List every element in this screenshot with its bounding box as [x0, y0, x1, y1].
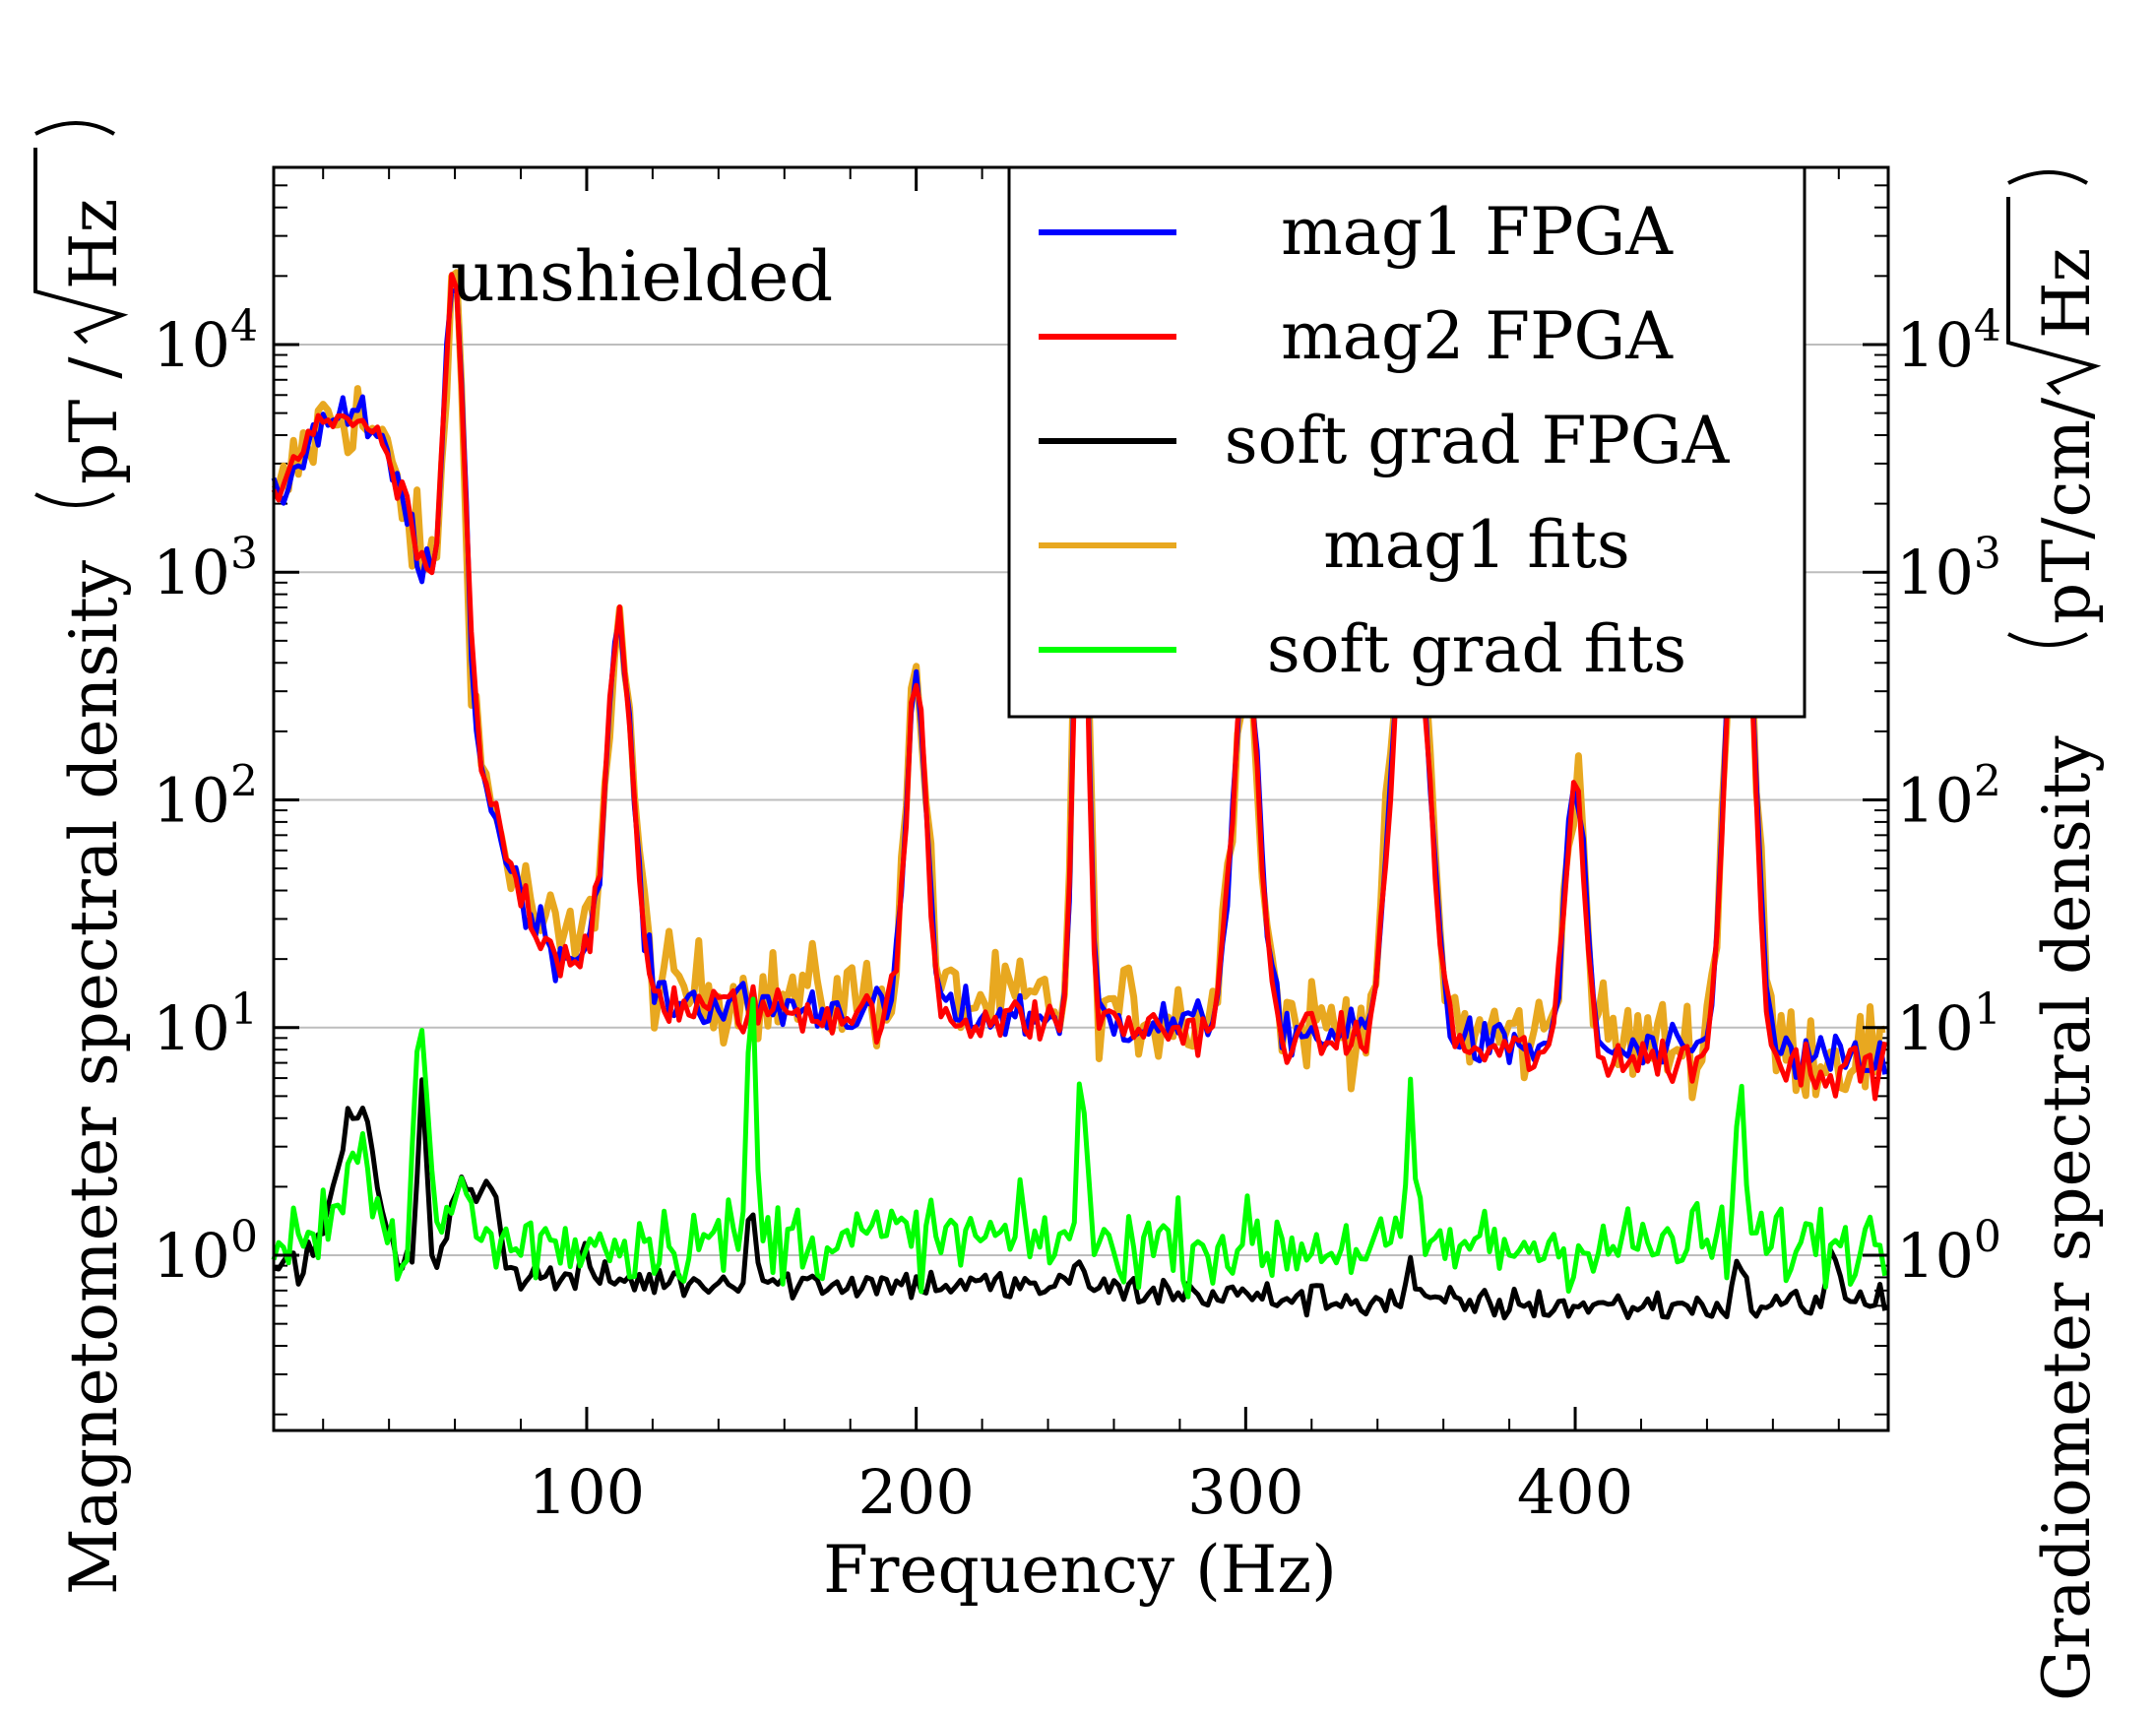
x-axis-title: Frequency (Hz)	[823, 1532, 1337, 1608]
x-tick-label-3: 400	[1517, 1456, 1633, 1528]
legend-entries: mag1 FPGA mag2 FPGA soft grad FPGA mag1 fit…	[1039, 194, 1731, 687]
y-axis-title-right-close-paren	[2007, 170, 2089, 185]
y-tick-label-right-3: 103	[1896, 529, 2001, 608]
legend-label-2: soft grad FPGA	[1225, 403, 1731, 478]
y-axis-title-right-sqrt-icon	[2006, 197, 2102, 396]
y-axis-title-right-sqrt-content: Hz	[2029, 248, 2105, 339]
y-axis-title-left-open-paren	[34, 492, 116, 507]
series-soft-grad-fits	[271, 996, 1888, 1300]
minor-ticks	[274, 166, 1888, 1430]
legend-label-1: mag2 FPGA	[1281, 298, 1674, 374]
legend-label-3: mag1 fits	[1323, 507, 1630, 583]
series-soft-grad-fpga	[273, 1077, 1888, 1321]
y-axis-title-left: Magnetometer spectral density pT / Hz	[33, 121, 132, 1595]
legend-label-0: mag1 FPGA	[1281, 194, 1674, 270]
y-axis-title-left-sqrt-icon	[33, 148, 129, 345]
y-tick-label-right-2: 102	[1896, 756, 2001, 836]
legend-label-4: soft grad fits	[1267, 611, 1686, 687]
x-tick-labels: 100 200 300 400	[529, 1456, 1633, 1528]
annotation-unshielded: unshielded	[451, 236, 833, 317]
y-axis-title-left-text: Magnetometer spectral density	[56, 559, 132, 1595]
y-tick-label-left-4: 104	[153, 301, 258, 381]
y-tick-label-left-0: 100	[153, 1212, 258, 1292]
y-tick-labels: 100 100 101 101 102 102 103 103 104 104	[153, 301, 2001, 1292]
y-axis-title-right-unit: pT/cm/	[2029, 397, 2105, 624]
y-axis-title-right-open-paren	[2007, 632, 2089, 647]
major-ticks	[274, 167, 1888, 1430]
y-tick-label-right-0: 100	[1896, 1212, 2001, 1292]
y-tick-label-left-3: 103	[153, 529, 258, 608]
y-axis-title-right-text: Gradiometer spectral density	[2029, 735, 2105, 1701]
y-axis-title-right: Gradiometer spectral density pT/cm/ Hz	[2006, 170, 2105, 1701]
legend: mag1 FPGA mag2 FPGA soft grad FPGA mag1 fit…	[1007, 165, 1807, 719]
x-tick-label-0: 100	[529, 1456, 645, 1528]
y-tick-label-right-4: 104	[1896, 301, 2001, 381]
x-tick-label-1: 200	[857, 1456, 974, 1528]
y-axis-title-left-unit: pT /	[56, 356, 132, 484]
y-tick-label-left-2: 102	[153, 756, 258, 836]
x-tick-label-2: 300	[1187, 1456, 1303, 1528]
y-tick-label-left-1: 101	[153, 985, 258, 1064]
y-tick-label-right-1: 101	[1896, 985, 2001, 1064]
y-axis-title-left-sqrt-content: Hz	[56, 199, 132, 289]
y-axis-title-left-close-paren	[34, 121, 116, 136]
